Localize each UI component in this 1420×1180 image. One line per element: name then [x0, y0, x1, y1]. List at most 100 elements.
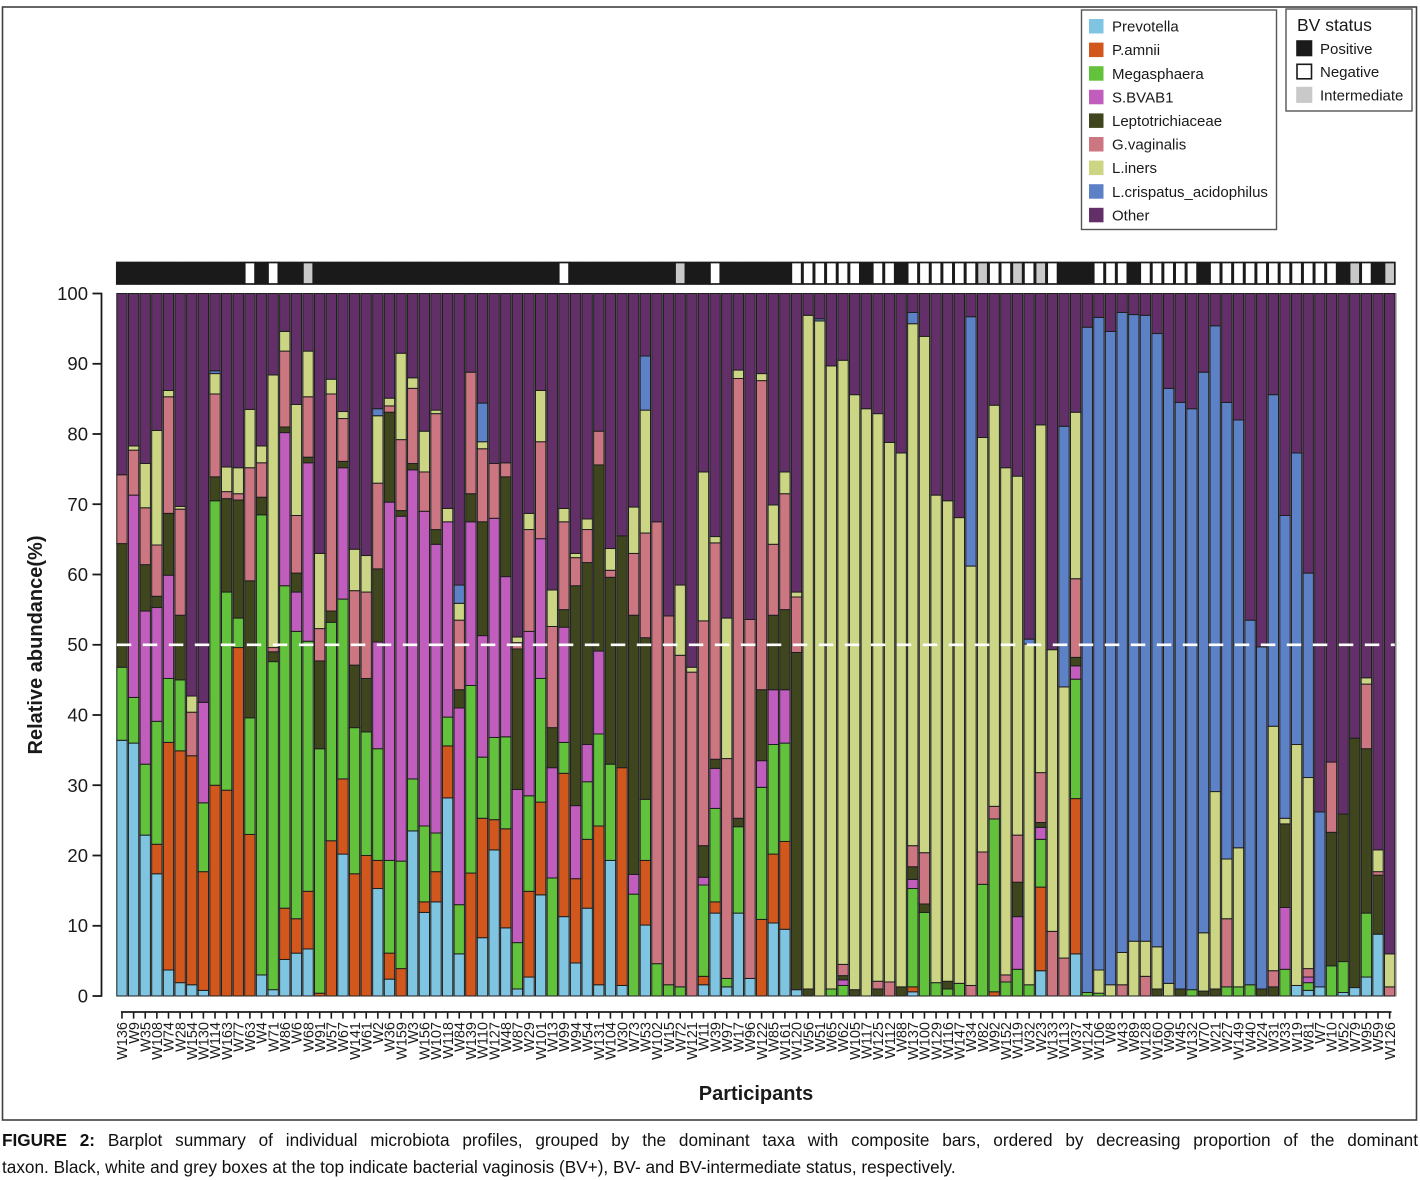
svg-text:80: 80 [67, 424, 88, 445]
svg-text:W34: W34 [964, 1022, 980, 1052]
svg-text:W149: W149 [1232, 1022, 1248, 1060]
svg-text:W122: W122 [755, 1022, 771, 1060]
svg-text:W6: W6 [290, 1022, 306, 1044]
svg-text:W28: W28 [173, 1022, 189, 1052]
svg-text:Other: Other [1112, 207, 1150, 224]
svg-text:W92: W92 [987, 1022, 1003, 1052]
svg-text:90: 90 [67, 353, 88, 374]
svg-text:20: 20 [67, 845, 88, 866]
svg-text:W24: W24 [1255, 1022, 1271, 1052]
svg-text:W67: W67 [336, 1022, 352, 1052]
svg-text:W77: W77 [231, 1022, 247, 1052]
svg-text:W114: W114 [208, 1022, 224, 1059]
svg-text:W70: W70 [1197, 1022, 1213, 1052]
svg-text:100: 100 [57, 283, 88, 304]
svg-text:W8: W8 [1104, 1022, 1120, 1044]
svg-text:W27: W27 [1220, 1022, 1236, 1052]
svg-text:50: 50 [67, 634, 88, 655]
svg-text:W30: W30 [615, 1022, 631, 1052]
svg-text:Prevotella: Prevotella [1112, 19, 1179, 36]
svg-text:W10: W10 [1325, 1022, 1341, 1052]
svg-text:BV status: BV status [1297, 15, 1372, 35]
svg-text:30: 30 [67, 775, 88, 796]
svg-text:W88: W88 [894, 1022, 910, 1052]
svg-text:W7: W7 [1313, 1022, 1329, 1044]
svg-text:W112: W112 [883, 1022, 899, 1059]
svg-text:W53: W53 [639, 1022, 655, 1052]
svg-text:W39: W39 [708, 1022, 724, 1052]
svg-text:W137: W137 [906, 1022, 922, 1060]
svg-text:W62: W62 [836, 1022, 852, 1052]
svg-text:W63: W63 [243, 1022, 259, 1052]
svg-text:W82: W82 [976, 1022, 992, 1052]
svg-text:W21: W21 [1208, 1022, 1224, 1052]
svg-text:L.iners: L.iners [1112, 160, 1157, 177]
svg-text:W3: W3 [406, 1022, 422, 1044]
svg-text:W161: W161 [778, 1022, 794, 1060]
svg-text:W108: W108 [150, 1022, 166, 1060]
svg-text:W79: W79 [1348, 1022, 1364, 1052]
svg-text:W128: W128 [1139, 1022, 1155, 1060]
svg-text:W127: W127 [487, 1022, 503, 1060]
svg-text:W110: W110 [476, 1022, 492, 1059]
svg-text:W29: W29 [522, 1022, 538, 1052]
svg-text:W56: W56 [801, 1022, 817, 1052]
svg-text:W33: W33 [1278, 1022, 1294, 1052]
svg-text:W51: W51 [813, 1022, 829, 1052]
svg-text:10: 10 [67, 915, 88, 936]
svg-text:W100: W100 [918, 1022, 934, 1060]
svg-text:W118: W118 [441, 1022, 457, 1059]
svg-text:W35: W35 [138, 1022, 154, 1052]
svg-text:W124: W124 [1080, 1022, 1096, 1060]
svg-text:W132: W132 [1185, 1022, 1201, 1060]
svg-text:W36: W36 [383, 1022, 399, 1052]
svg-text:W120: W120 [790, 1022, 806, 1060]
svg-text:W152: W152 [999, 1022, 1015, 1060]
svg-text:W130: W130 [197, 1022, 213, 1060]
svg-text:Relative abundance(%): Relative abundance(%) [25, 536, 47, 755]
svg-text:70: 70 [67, 494, 88, 515]
svg-text:W131: W131 [592, 1022, 608, 1060]
svg-text:W9: W9 [127, 1022, 143, 1044]
svg-text:W54: W54 [580, 1022, 596, 1052]
svg-text:W68: W68 [301, 1022, 317, 1052]
svg-text:W163: W163 [220, 1022, 236, 1060]
svg-text:W106: W106 [1092, 1022, 1108, 1060]
svg-text:W85: W85 [766, 1022, 782, 1052]
svg-text:W116: W116 [941, 1022, 957, 1059]
svg-text:W160: W160 [1150, 1022, 1166, 1060]
svg-text:W13: W13 [545, 1022, 561, 1052]
svg-text:W133: W133 [1046, 1022, 1062, 1060]
svg-text:W19: W19 [1290, 1022, 1306, 1052]
svg-text:W156: W156 [418, 1022, 434, 1060]
svg-text:Leptotrichiaceae: Leptotrichiaceae [1112, 113, 1222, 130]
svg-text:Negative: Negative [1320, 64, 1379, 81]
svg-text:W52: W52 [1336, 1022, 1352, 1052]
svg-text:W97: W97 [720, 1022, 736, 1052]
svg-text:W126: W126 [1383, 1022, 1399, 1060]
svg-text:W94: W94 [569, 1022, 585, 1052]
svg-text:W90: W90 [1162, 1022, 1178, 1052]
svg-text:W61: W61 [359, 1022, 375, 1052]
svg-text:W48: W48 [499, 1022, 515, 1052]
svg-text:W154: W154 [185, 1022, 201, 1060]
svg-text:0: 0 [78, 986, 88, 1007]
svg-text:W101: W101 [534, 1022, 550, 1060]
svg-text:W2: W2 [371, 1022, 387, 1044]
svg-text:W73: W73 [627, 1022, 643, 1052]
svg-text:W57: W57 [325, 1022, 341, 1052]
svg-text:W23: W23 [1034, 1022, 1050, 1052]
svg-text:W65: W65 [825, 1022, 841, 1052]
svg-text:W139: W139 [464, 1022, 480, 1060]
svg-text:W86: W86 [278, 1022, 294, 1052]
svg-text:W40: W40 [1243, 1022, 1259, 1052]
svg-text:W95: W95 [1360, 1022, 1376, 1052]
svg-text:W119: W119 [1011, 1022, 1027, 1059]
svg-text:W105: W105 [848, 1022, 864, 1060]
svg-text:40: 40 [67, 705, 88, 726]
svg-text:60: 60 [67, 564, 88, 585]
svg-text:W159: W159 [394, 1022, 410, 1060]
svg-text:W32: W32 [1022, 1022, 1038, 1052]
svg-text:W43: W43 [1115, 1022, 1131, 1052]
svg-text:W37: W37 [1069, 1022, 1085, 1052]
